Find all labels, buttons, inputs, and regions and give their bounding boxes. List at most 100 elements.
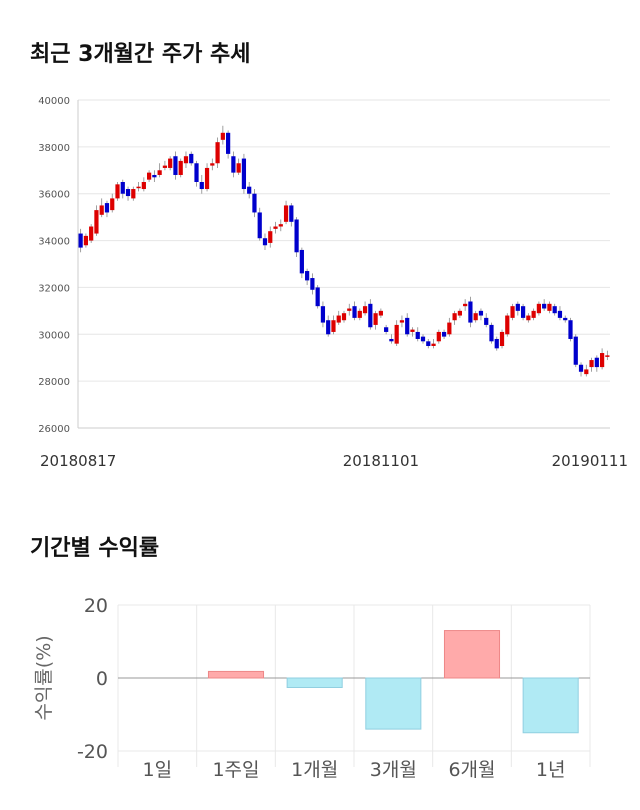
candle-body bbox=[552, 306, 557, 314]
candle-body bbox=[484, 317, 489, 325]
candle-body bbox=[547, 303, 552, 311]
candle bbox=[378, 308, 383, 318]
returns-y-axis-title: 수익률(%) bbox=[33, 635, 55, 720]
candle-body bbox=[536, 303, 541, 314]
price-y-tick-label: 28000 bbox=[38, 377, 70, 388]
candle-body bbox=[394, 324, 399, 344]
candle-body bbox=[183, 156, 189, 164]
candle-body bbox=[431, 343, 436, 346]
candle-body bbox=[352, 306, 357, 318]
candle-body bbox=[578, 364, 584, 372]
return-bars bbox=[207, 630, 579, 734]
returns-chart: 20 0 -20 수익률(%) 1일 1주일 1개월 3개월 6개월 1년 bbox=[33, 595, 591, 781]
candle-body bbox=[405, 317, 410, 335]
candle-body bbox=[252, 193, 257, 213]
candle-body bbox=[436, 331, 441, 342]
candle-body bbox=[220, 132, 225, 140]
candle-body bbox=[362, 306, 368, 314]
candle-body bbox=[257, 212, 262, 239]
candle bbox=[189, 151, 194, 166]
candle bbox=[436, 329, 441, 344]
returns-x-label: 1개월 bbox=[291, 759, 338, 781]
candle-body bbox=[341, 313, 347, 321]
candle-body bbox=[599, 353, 605, 368]
candle-body bbox=[499, 331, 505, 346]
candle bbox=[594, 355, 599, 372]
candle-body bbox=[447, 322, 452, 335]
candle-body bbox=[236, 163, 241, 173]
candle bbox=[315, 285, 320, 309]
candle bbox=[199, 174, 204, 194]
returns-x-label: 6개월 bbox=[448, 759, 495, 781]
price-grid bbox=[77, 99, 610, 429]
candle-body bbox=[226, 132, 231, 154]
candle-body bbox=[157, 170, 162, 175]
candle-body bbox=[457, 310, 462, 316]
candle bbox=[147, 170, 152, 182]
candle bbox=[273, 221, 278, 234]
candle-body bbox=[210, 163, 215, 166]
candle-body bbox=[294, 219, 299, 253]
price-y-tick-label: 36000 bbox=[38, 190, 70, 201]
candle-body bbox=[199, 182, 204, 190]
candle-body bbox=[368, 303, 373, 328]
candle bbox=[484, 313, 489, 328]
candle bbox=[204, 163, 210, 192]
candle bbox=[547, 301, 552, 314]
price-y-tick-label: 26000 bbox=[38, 424, 70, 435]
candle bbox=[362, 301, 368, 316]
candle-body bbox=[215, 142, 220, 164]
return-bar bbox=[286, 677, 343, 688]
candle-body bbox=[542, 303, 547, 309]
candle-body bbox=[305, 271, 310, 281]
candle-body bbox=[136, 186, 141, 189]
candle bbox=[136, 182, 141, 192]
candle bbox=[526, 313, 531, 323]
candle bbox=[589, 357, 594, 372]
candle bbox=[478, 308, 484, 321]
candle bbox=[457, 308, 462, 318]
candle bbox=[210, 158, 215, 171]
candle-body bbox=[520, 306, 526, 318]
candle bbox=[252, 189, 257, 218]
candle bbox=[110, 193, 115, 213]
candle bbox=[520, 303, 526, 321]
candle bbox=[405, 313, 410, 337]
candle bbox=[89, 224, 94, 243]
candle-body bbox=[420, 336, 426, 342]
candle bbox=[557, 306, 563, 321]
candle bbox=[257, 207, 262, 241]
candle-body bbox=[384, 327, 389, 332]
returns-x-label: 3개월 bbox=[370, 759, 417, 781]
price-x-axis: 20180817 20181101 20190111 bbox=[40, 452, 628, 470]
candle bbox=[357, 308, 362, 321]
candle-body bbox=[241, 158, 247, 190]
candle-body bbox=[468, 301, 473, 323]
candle bbox=[141, 177, 146, 192]
candle-body bbox=[415, 331, 420, 339]
candle bbox=[473, 310, 478, 323]
candle bbox=[299, 247, 304, 279]
candle-body bbox=[568, 320, 573, 339]
candle bbox=[341, 310, 347, 323]
price-y-tick-label: 32000 bbox=[38, 283, 70, 294]
candle-body bbox=[94, 210, 99, 234]
candle-body bbox=[89, 226, 94, 241]
candle bbox=[241, 153, 247, 194]
candle-body bbox=[231, 156, 236, 173]
candle bbox=[178, 158, 183, 178]
candle bbox=[310, 273, 315, 295]
candle bbox=[426, 338, 431, 349]
candle bbox=[215, 137, 220, 168]
candle bbox=[394, 320, 399, 346]
candle bbox=[415, 327, 420, 342]
candle bbox=[268, 226, 273, 248]
candle-body bbox=[473, 313, 478, 321]
candle bbox=[236, 158, 241, 175]
candle-body bbox=[131, 189, 136, 199]
candle-body bbox=[83, 235, 89, 246]
price-y-axis: 40000 38000 36000 34000 32000 30000 28000 26000 bbox=[38, 96, 70, 435]
candle-body bbox=[283, 205, 289, 222]
candle bbox=[120, 179, 125, 199]
candle-body bbox=[268, 231, 273, 243]
